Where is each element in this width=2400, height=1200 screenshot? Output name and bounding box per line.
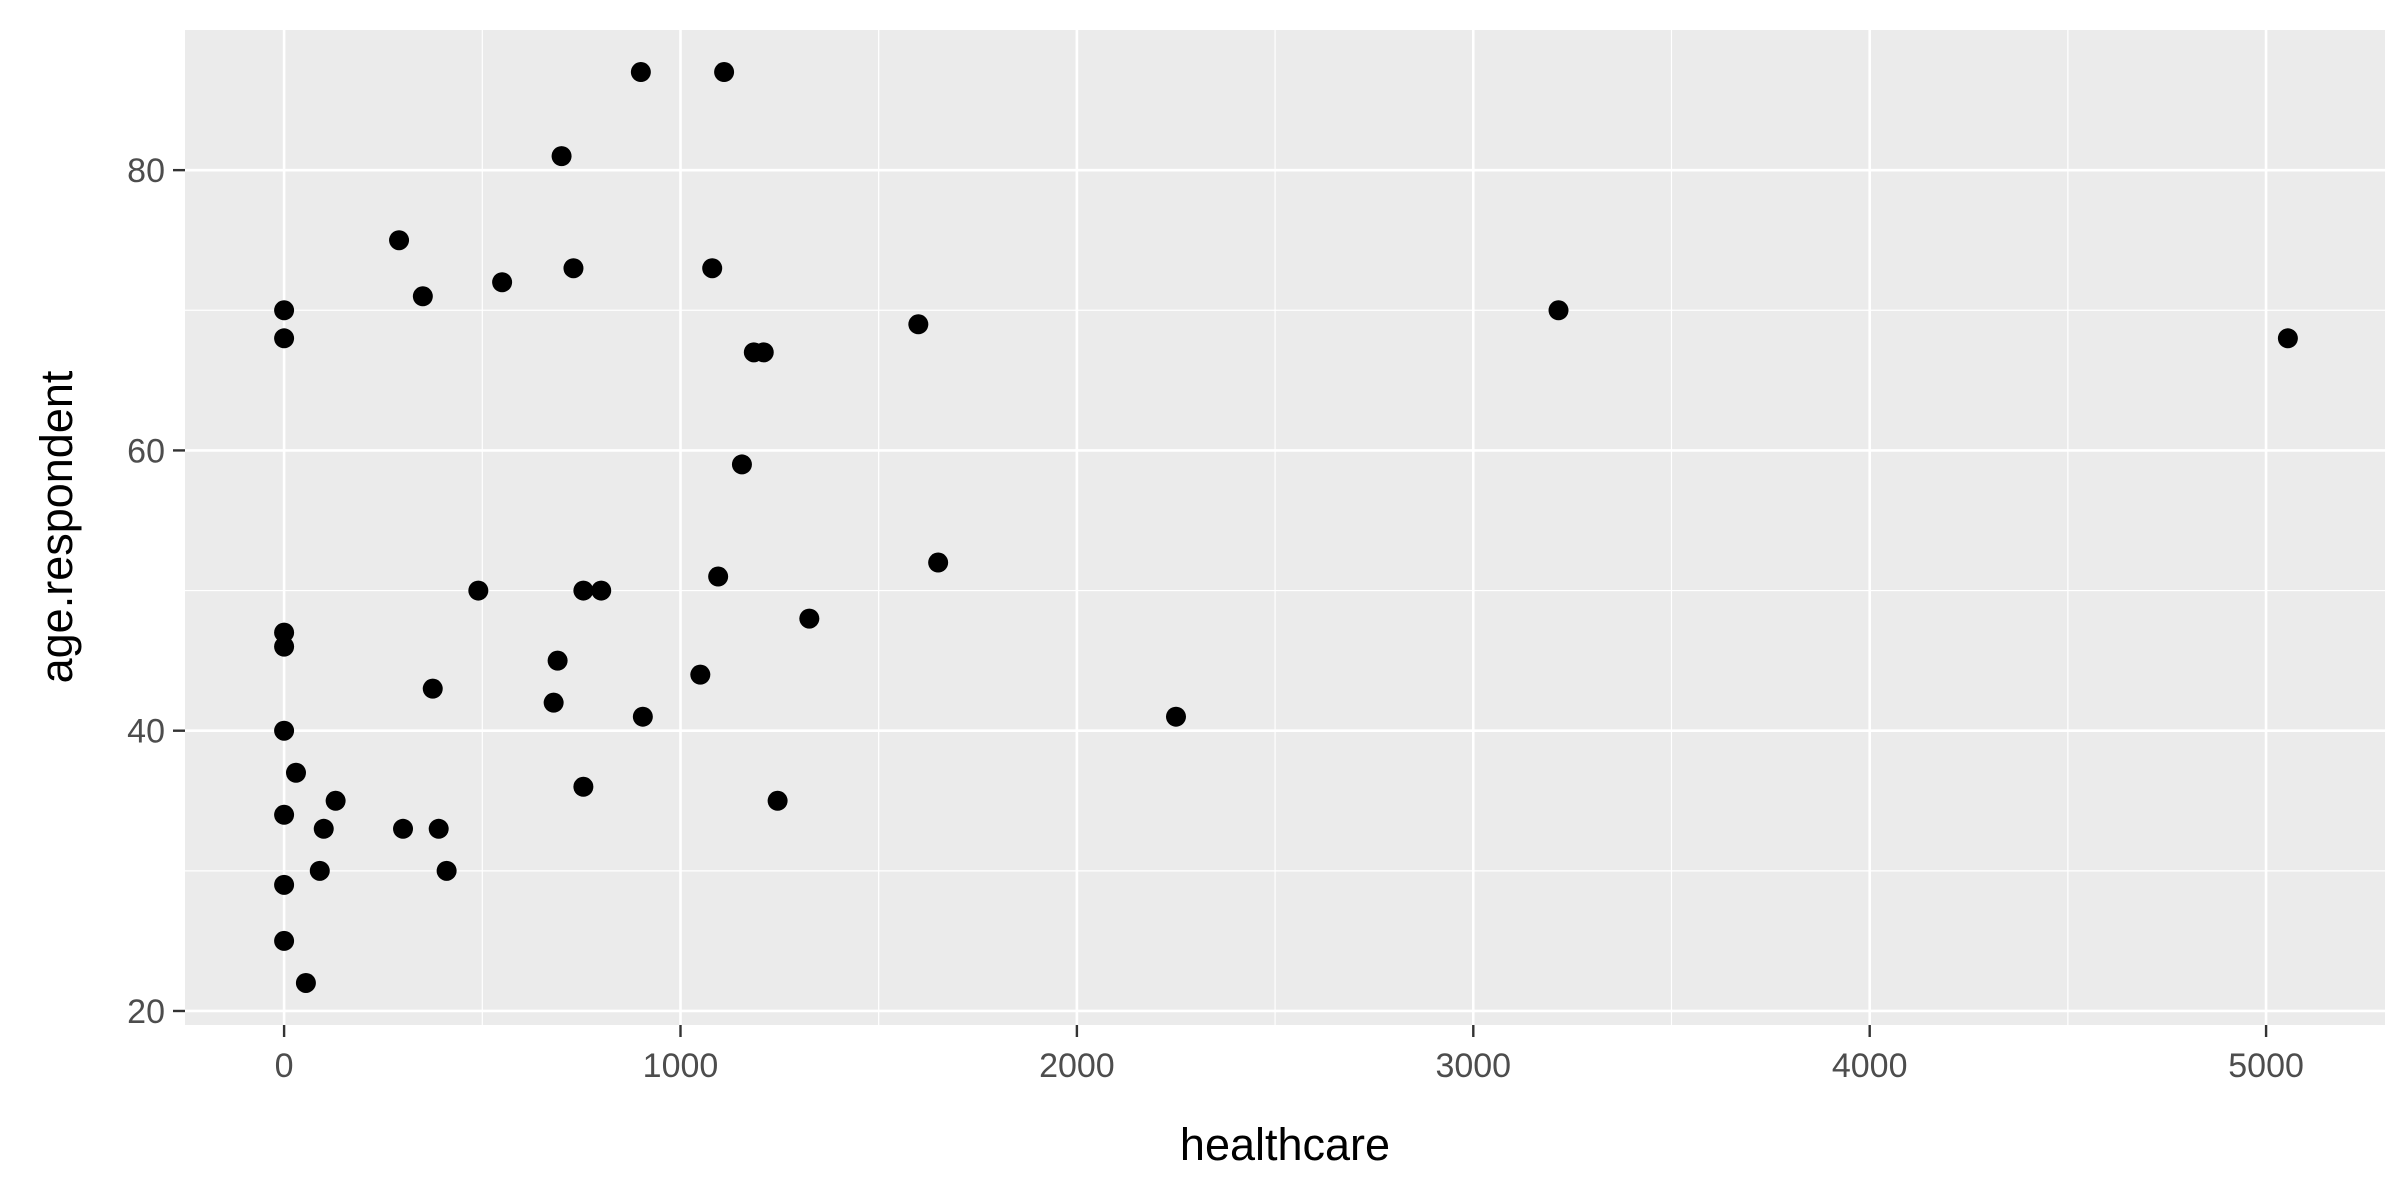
data-point [468, 580, 489, 601]
x-tick-label: 4000 [1832, 1047, 1908, 1085]
data-point [547, 650, 568, 671]
data-point [714, 62, 735, 83]
y-tick-label: 40 [127, 713, 165, 751]
data-point [908, 314, 929, 335]
data-point [573, 580, 594, 601]
data-point [2277, 328, 2298, 349]
data-point [1165, 706, 1186, 727]
y-tick-label: 20 [127, 993, 165, 1031]
data-point [591, 580, 612, 601]
data-point [731, 454, 752, 475]
data-point [630, 62, 651, 83]
y-tick-label: 60 [127, 432, 165, 470]
major-gridlines [185, 30, 2385, 1025]
data-point [573, 776, 594, 797]
data-point [274, 300, 295, 321]
data-point [325, 790, 346, 811]
data-point [422, 678, 443, 699]
x-tick-label: 0 [275, 1047, 294, 1085]
data-point [412, 286, 433, 307]
data-point [632, 706, 653, 727]
data-point [274, 874, 295, 895]
data-point [274, 328, 295, 349]
x-tick-label: 3000 [1435, 1047, 1511, 1085]
x-tick-label: 5000 [2228, 1047, 2304, 1085]
data-point [492, 272, 513, 293]
data-point [563, 258, 584, 279]
data-point [690, 664, 711, 685]
data-point [309, 860, 330, 881]
x-tick-label: 1000 [643, 1047, 719, 1085]
data-point [274, 622, 295, 643]
data-point [702, 258, 723, 279]
data-points [274, 62, 2298, 993]
data-point [313, 818, 334, 839]
data-point [428, 818, 449, 839]
data-point [274, 720, 295, 741]
data-point [767, 790, 788, 811]
data-point [274, 636, 295, 657]
data-point [393, 818, 414, 839]
data-point [708, 566, 729, 587]
data-point [274, 930, 295, 951]
data-point [799, 608, 820, 629]
data-point [753, 342, 774, 363]
data-point [274, 804, 295, 825]
minor-gridlines [185, 30, 2385, 1025]
x-tick-label: 2000 [1039, 1047, 1115, 1085]
data-point [1548, 300, 1569, 321]
plot-panel [185, 30, 2385, 1025]
y-axis: 20 40 60 80 [127, 152, 185, 1031]
data-point [928, 552, 949, 573]
data-point [543, 692, 564, 713]
data-point [436, 860, 457, 881]
data-point [295, 972, 316, 993]
data-point [285, 762, 306, 783]
x-axis-title: healthcare [1180, 1119, 1390, 1170]
y-tick-label: 80 [127, 152, 165, 190]
y-axis-title: age.respondent [31, 370, 82, 683]
data-point [551, 146, 572, 167]
data-point [389, 230, 410, 251]
x-axis: 0 1000 2000 3000 4000 5000 [275, 1025, 2304, 1085]
